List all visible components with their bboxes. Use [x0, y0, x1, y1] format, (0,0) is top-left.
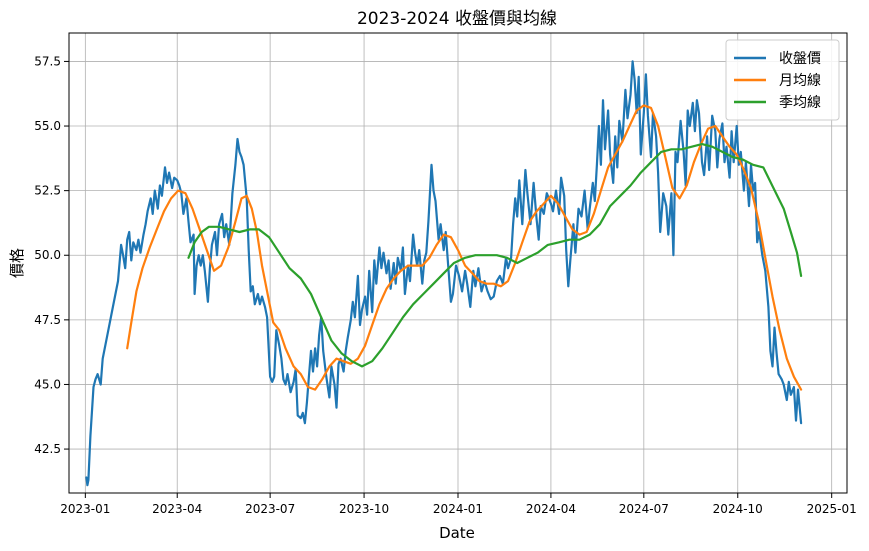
- x-tick-label: 2025-01: [807, 502, 857, 516]
- x-axis: 2023-01 2023-04 2023-07 2023-10 2024-01 2024-…: [60, 493, 857, 516]
- y-tick-label: 57.5: [34, 54, 61, 68]
- y-tick-label: 52.5: [34, 184, 61, 198]
- legend-item-close: 收盤價: [734, 50, 821, 67]
- legend-box: [725, 39, 840, 121]
- y-tick-label: 45.0: [34, 377, 61, 391]
- x-tick-label: 2024-04: [526, 502, 576, 516]
- x-tick-label: 2024-07: [619, 502, 669, 516]
- x-tick-label: 2023-01: [60, 502, 110, 516]
- x-tick-label: 2024-01: [433, 502, 483, 516]
- monthly-ma-line: [126, 104, 803, 391]
- y-tick-label: 50.0: [34, 248, 61, 262]
- y-axis-label: 價格: [8, 248, 26, 278]
- x-tick-label: 2023-04: [152, 502, 202, 516]
- quarterly-ma-line: [187, 143, 803, 368]
- legend-item-quarterly: 季均線: [734, 95, 821, 111]
- y-tick-label: 42.5: [34, 442, 61, 456]
- y-axis: 42.5 45.0 47.5 50.0 52.5 55.0 57.5: [34, 54, 69, 456]
- chart-title: 2023-2024 收盤價與均線: [357, 9, 557, 29]
- legend-label: 月均線: [779, 73, 821, 89]
- x-axis-label: Date: [439, 524, 475, 542]
- close-price-line: [85, 60, 803, 487]
- legend-label: 季均線: [779, 95, 821, 111]
- x-tick-label: 2024-10: [713, 502, 763, 516]
- legend-label: 收盤價: [779, 50, 821, 67]
- legend-item-monthly: 月均線: [734, 73, 821, 89]
- x-tick-label: 2023-10: [339, 502, 389, 516]
- plot-area: [85, 60, 803, 487]
- x-tick-label: 2023-07: [245, 502, 295, 516]
- y-tick-label: 47.5: [34, 313, 61, 327]
- y-tick-label: 55.0: [34, 119, 61, 133]
